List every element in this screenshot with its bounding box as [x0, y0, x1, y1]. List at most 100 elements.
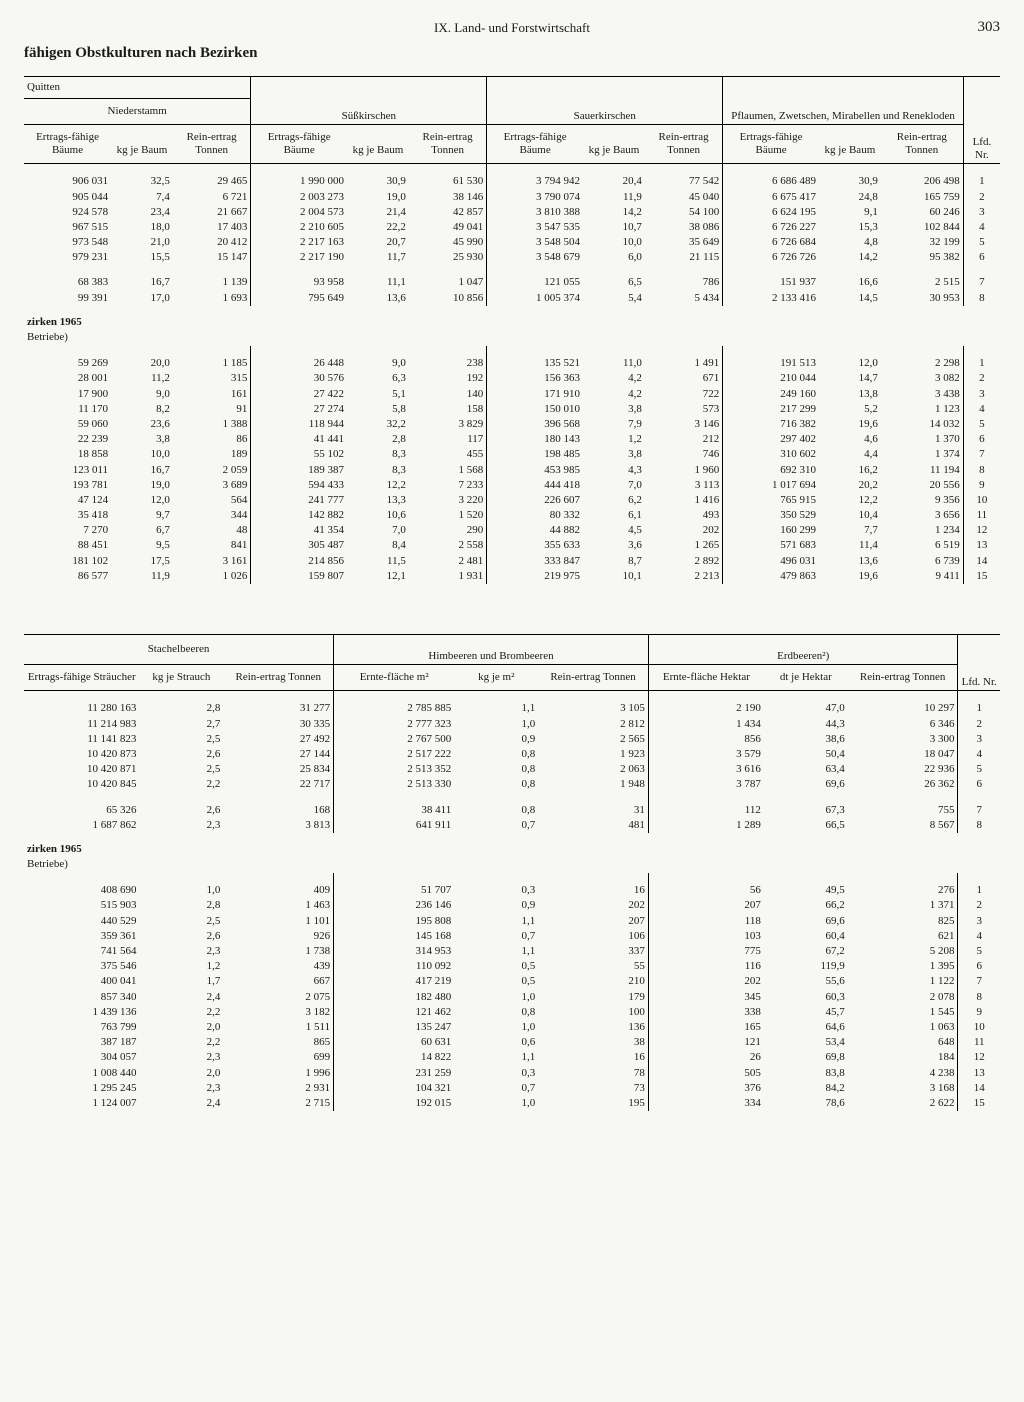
cell: 9 356: [881, 493, 963, 508]
cell: 408 690: [24, 883, 139, 898]
cell: 337: [538, 944, 648, 959]
cell: 30 953: [881, 291, 963, 306]
cell: 10,7: [583, 220, 645, 235]
lfd-cell: 5: [963, 235, 1000, 250]
cell: 2,6: [139, 929, 223, 944]
cell: 12,0: [111, 493, 173, 508]
cell: 15 147: [173, 250, 251, 265]
lfd-cell: 4: [963, 402, 1000, 417]
cell: 2,2: [139, 777, 223, 792]
cell: 2 565: [538, 732, 648, 747]
cell: 10,4: [819, 508, 881, 523]
cell: 45 990: [409, 235, 487, 250]
cell: 741 564: [24, 944, 139, 959]
lfd-cell: 6: [963, 250, 1000, 265]
subhead-cell: Rein-ertrag Tonnen: [645, 124, 723, 163]
cell: 95 382: [881, 250, 963, 265]
cell: 102 844: [881, 220, 963, 235]
lfd-cell: 8: [958, 990, 1000, 1005]
cell: 28 001: [24, 371, 111, 386]
subhead-cell: Ertrags-fähige Bäume: [487, 124, 583, 163]
cell: 0,6: [454, 1035, 538, 1050]
cell: 116: [648, 959, 763, 974]
cell: 2 515: [881, 275, 963, 290]
cell: 1,7: [139, 974, 223, 989]
lfd-cell: 5: [958, 762, 1000, 777]
cell: 91: [173, 402, 251, 417]
cell: 241 777: [251, 493, 347, 508]
cell: 1,1: [454, 701, 538, 716]
cell: 158: [409, 402, 487, 417]
cell: 11,9: [111, 569, 173, 584]
cell: 2,3: [139, 818, 223, 833]
cell: 375 546: [24, 959, 139, 974]
table-row: 10 420 8732,627 1442 517 2220,81 9233 57…: [24, 747, 1000, 762]
lfd-cell: 8: [963, 291, 1000, 306]
cell: 3 548 679: [487, 250, 583, 265]
cell: 3,8: [583, 402, 645, 417]
cell: 16,7: [111, 275, 173, 290]
cell: 3 616: [648, 762, 763, 777]
cell: 6 519: [881, 538, 963, 553]
cell: 123 011: [24, 463, 111, 478]
cell: 207: [538, 914, 648, 929]
lfd-cell: 6: [963, 432, 1000, 447]
cell: 3 438: [881, 387, 963, 402]
cell: 314 953: [334, 944, 455, 959]
cell: 20,4: [583, 174, 645, 189]
cell: 2 513 352: [334, 762, 455, 777]
table-row: 906 03132,529 4651 990 00030,961 5303 79…: [24, 174, 1000, 189]
page-number: 303: [978, 18, 1001, 36]
cell: 8,4: [347, 538, 409, 553]
spacer: [24, 346, 1000, 356]
cell: 1 388: [173, 417, 251, 432]
lfd-cell: 9: [963, 478, 1000, 493]
cell: 564: [173, 493, 251, 508]
table-row: 400 0411,7667417 2190,521020255,61 1227: [24, 974, 1000, 989]
cell: 86 577: [24, 569, 111, 584]
cell: 8 567: [848, 818, 958, 833]
cell: 795 649: [251, 291, 347, 306]
cell: 206 498: [881, 174, 963, 189]
cell: 7 233: [409, 478, 487, 493]
cell: 3 146: [645, 417, 723, 432]
table-row: 1 008 4402,01 996231 2590,37850583,84 23…: [24, 1066, 1000, 1081]
cell: 100: [538, 1005, 648, 1020]
cell: 905 044: [24, 190, 111, 205]
cell: 59 269: [24, 356, 111, 371]
cell: 160 299: [723, 523, 819, 538]
table-row: 905 0447,46 7212 003 27319,038 1463 790 …: [24, 190, 1000, 205]
cell: 3 548 504: [487, 235, 583, 250]
cell: 0,7: [454, 1081, 538, 1096]
cell: 2 004 573: [251, 205, 347, 220]
cell: 0,9: [454, 898, 538, 913]
lfd-cell: 1: [963, 174, 1000, 189]
cell: 746: [645, 447, 723, 462]
cell: 121 462: [334, 1005, 455, 1020]
cell: 68 383: [24, 275, 111, 290]
cell: 44 882: [487, 523, 583, 538]
cell: 276: [848, 883, 958, 898]
cell: 3 787: [648, 777, 763, 792]
cell: 49 041: [409, 220, 487, 235]
cell: 2,8: [139, 898, 223, 913]
cell: 14,5: [819, 291, 881, 306]
cell: 14,2: [819, 250, 881, 265]
cell: 9,5: [111, 538, 173, 553]
cell: 4 238: [848, 1066, 958, 1081]
cell: 2 558: [409, 538, 487, 553]
cell: 1 139: [173, 275, 251, 290]
table-row: 28 00111,231530 5766,3192156 3634,267121…: [24, 371, 1000, 386]
cell: 47,0: [764, 701, 848, 716]
cell: 453 985: [487, 463, 583, 478]
cell: 11 214 983: [24, 717, 139, 732]
cell: 10 420 845: [24, 777, 139, 792]
subhead-cell: kg je Baum: [347, 124, 409, 163]
cell: 106: [538, 929, 648, 944]
cell: 755: [848, 803, 958, 818]
cell: 0,5: [454, 974, 538, 989]
lfd-cell: 1: [963, 356, 1000, 371]
lfd-cell: 8: [958, 818, 1000, 833]
cell: 763 799: [24, 1020, 139, 1035]
cell: 145 168: [334, 929, 455, 944]
